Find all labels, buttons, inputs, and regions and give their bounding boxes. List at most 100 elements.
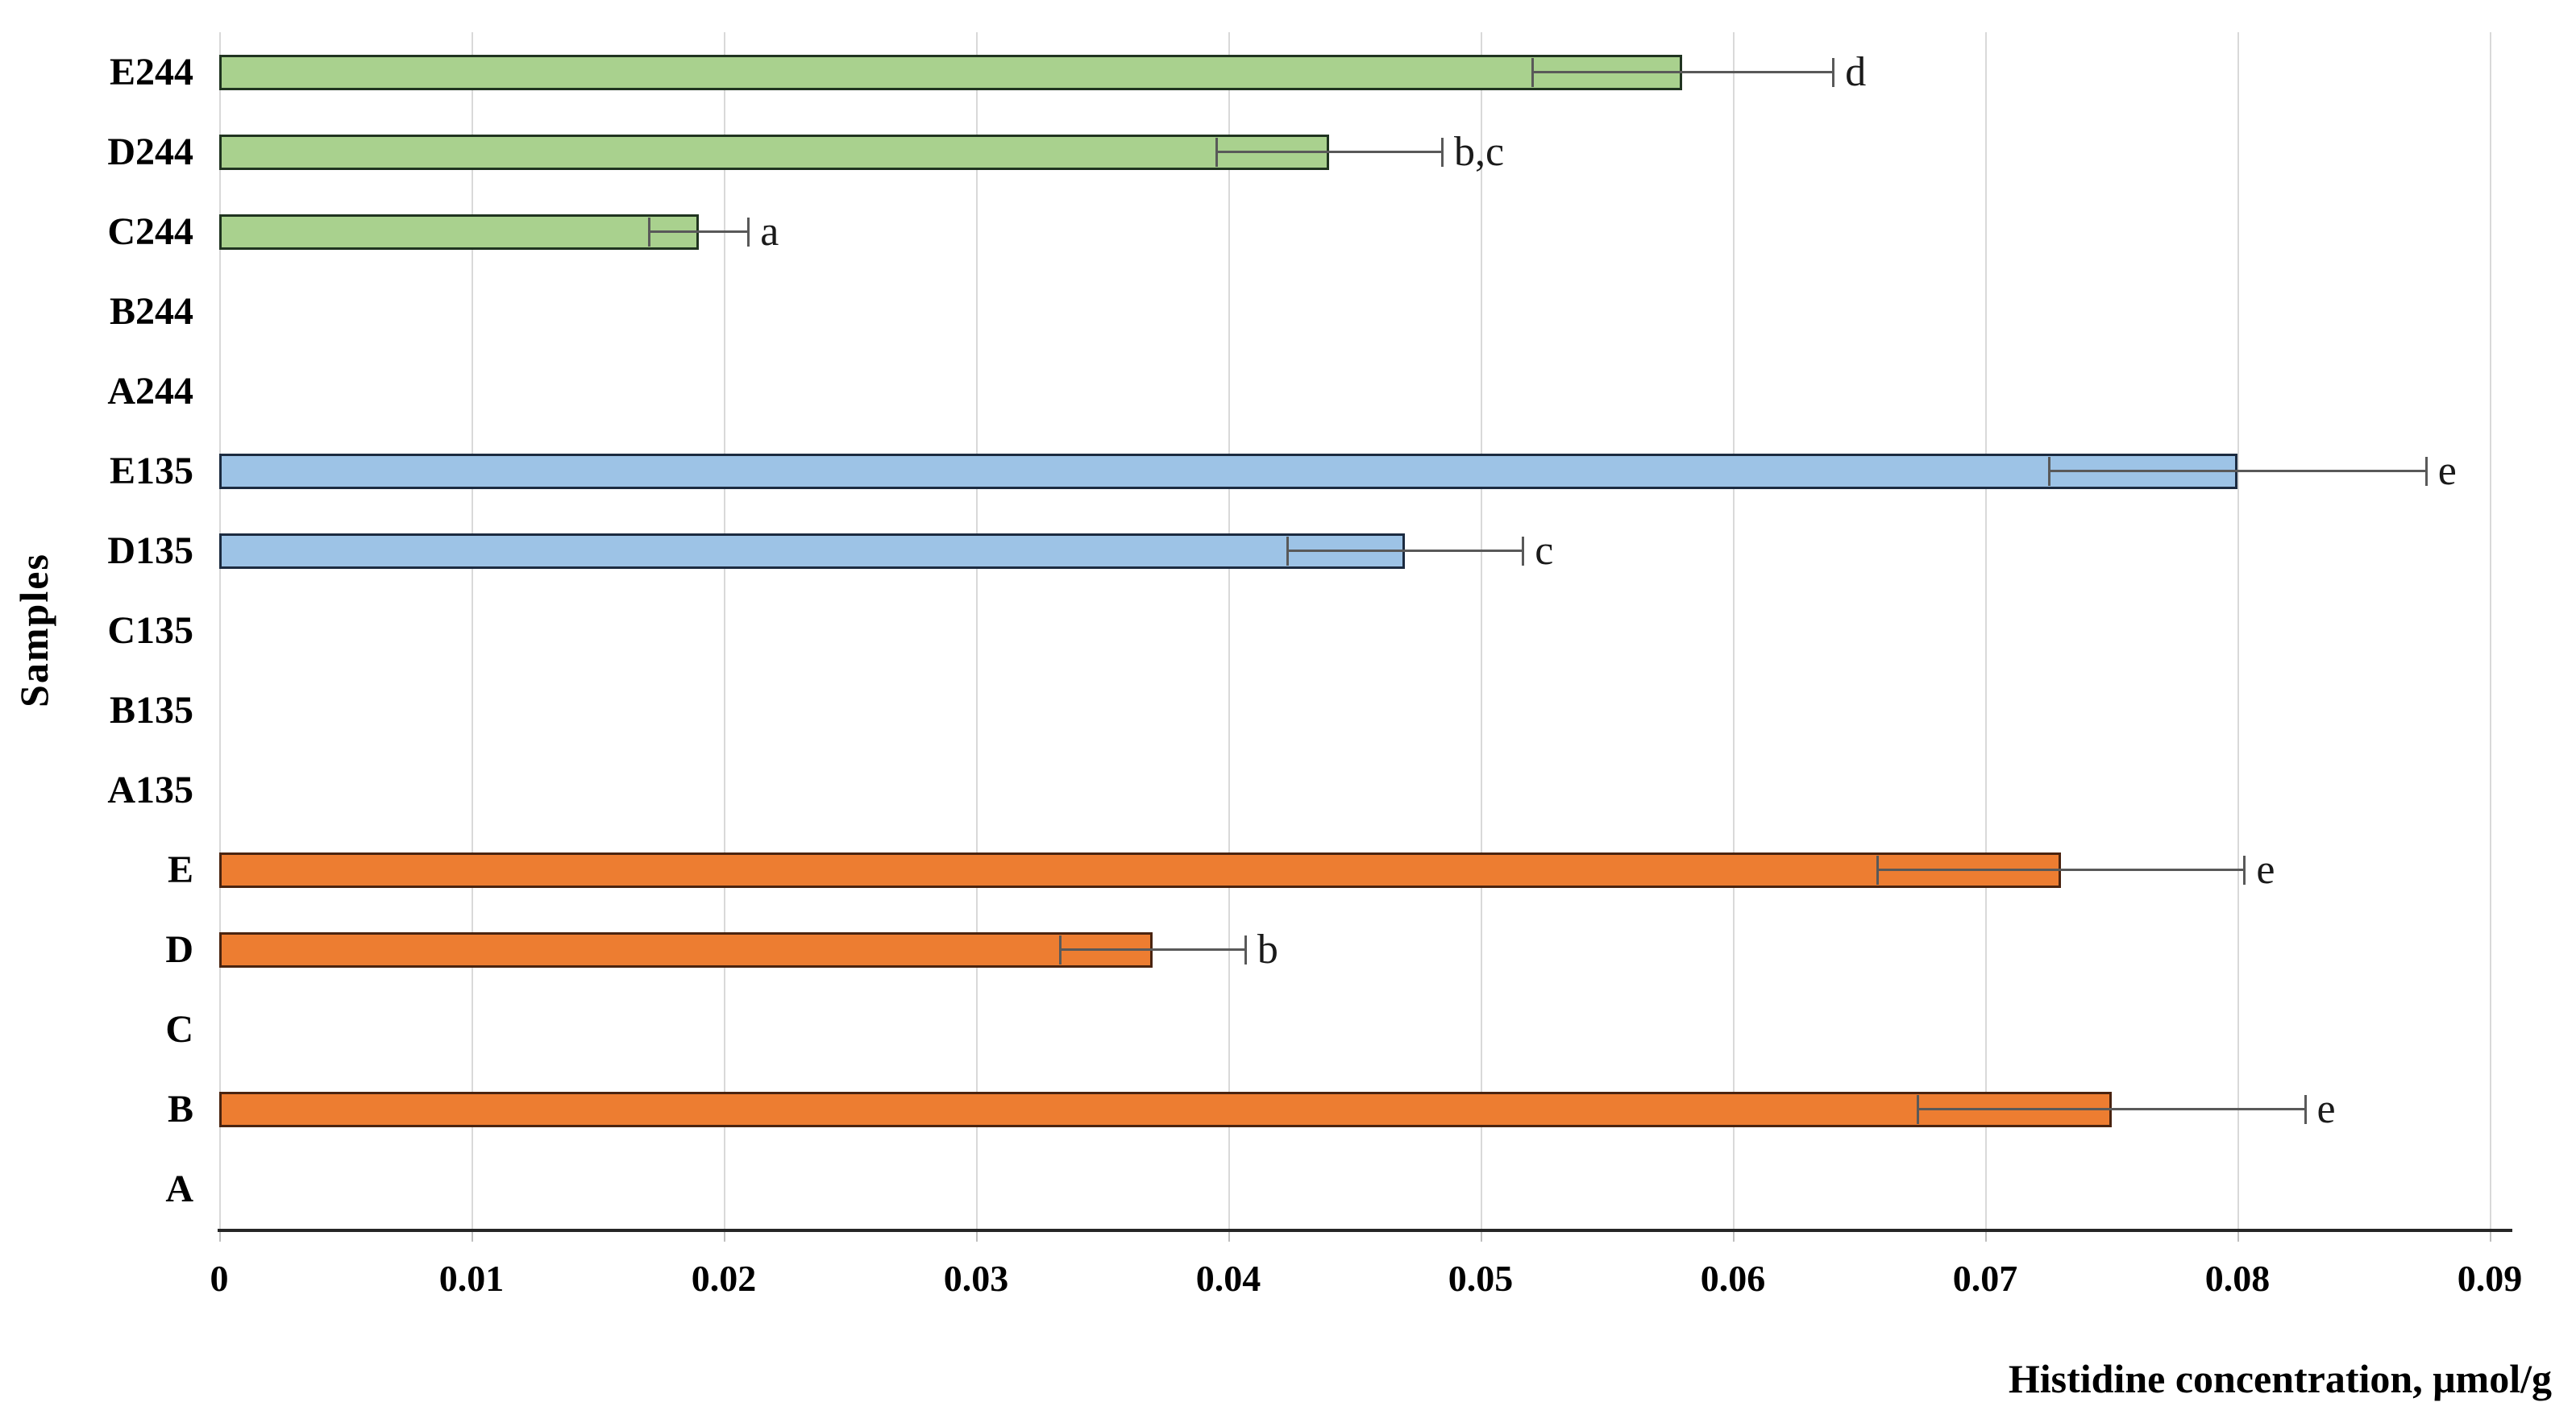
- bar-row-A: [219, 1149, 2512, 1229]
- plot-area: d b,c a e c e b e: [219, 32, 2512, 1229]
- error-cap-left-C244: [648, 217, 651, 247]
- y-category-label-B244: B244: [109, 290, 193, 333]
- x-tick-mark-0: [219, 1232, 221, 1242]
- error-cap-left-D: [1059, 935, 1062, 964]
- bar-E: [219, 852, 2061, 888]
- y-category-label-B: B: [167, 1088, 193, 1130]
- x-tick-mark-0.09: [2490, 1232, 2491, 1242]
- bar-row-E135: e: [219, 431, 2512, 511]
- bar-row-B135: [219, 670, 2512, 750]
- bar-E135: [219, 453, 2237, 489]
- error-bar-B: [1917, 1108, 2306, 1110]
- x-tick-label-0.01: 0.01: [438, 1258, 505, 1299]
- y-category-label-E135: E135: [109, 450, 193, 492]
- sig-label-E: e: [2256, 847, 2275, 893]
- error-bar-D: [1059, 948, 1246, 951]
- error-bar-E244: [1531, 71, 1834, 73]
- error-cap-right-E: [2243, 855, 2246, 885]
- error-cap-left-B: [1917, 1094, 1920, 1124]
- y-category-label-E: E: [167, 848, 193, 891]
- error-cap-left-E: [1876, 855, 1880, 885]
- x-tick-label-0.02: 0.02: [691, 1258, 757, 1299]
- y-category-label-D: D: [165, 928, 193, 971]
- bar-row-D135: c: [219, 511, 2512, 591]
- gridline-0.01: [472, 32, 473, 1229]
- gridline-0.07: [1985, 32, 1987, 1229]
- error-cap-right-D244: [1441, 137, 1444, 167]
- bar-row-C135: [219, 591, 2512, 670]
- error-cap-right-D: [1244, 935, 1247, 964]
- x-tick-mark-0.08: [2237, 1232, 2239, 1242]
- gridline-0.05: [1481, 32, 1482, 1229]
- sig-label-E135: e: [2437, 448, 2457, 494]
- gridline-0.09: [2490, 32, 2491, 1229]
- x-axis-line: [218, 1229, 2512, 1232]
- bar-B: [219, 1091, 2112, 1127]
- y-category-label-C135: C135: [107, 609, 193, 652]
- error-bar-D244: [1215, 151, 1444, 153]
- error-bar-E135: [2048, 470, 2427, 472]
- y-category-label-A244: A244: [107, 370, 193, 413]
- y-category-label-D244: D244: [107, 131, 193, 173]
- x-tick-label-0.09: 0.09: [2457, 1258, 2523, 1299]
- bar-row-C244: a: [219, 192, 2512, 272]
- bar-D: [219, 931, 1153, 968]
- bar-row-B: e: [219, 1069, 2512, 1149]
- y-category-label-C244: C244: [107, 210, 193, 253]
- x-tick-label-0.03: 0.03: [943, 1258, 1009, 1299]
- bar-row-A135: [219, 750, 2512, 830]
- bar-E244: [219, 54, 1683, 90]
- bar-row-E: e: [219, 830, 2512, 910]
- bar-row-D244: b,c: [219, 112, 2512, 192]
- sig-label-D135: c: [1535, 528, 1554, 574]
- error-cap-right-C244: [747, 217, 750, 247]
- x-tick-mark-0.04: [1228, 1232, 1230, 1242]
- error-cap-left-E135: [2048, 456, 2051, 486]
- x-tick-label-0.06: 0.06: [1700, 1258, 1766, 1299]
- x-tick-mark-0.02: [724, 1232, 725, 1242]
- y-category-label-B135: B135: [109, 689, 193, 732]
- y-category-label-E244: E244: [109, 51, 193, 93]
- x-axis-title: Histidine concentration, μmol/g: [2008, 1356, 2552, 1401]
- y-category-label-D135: D135: [107, 529, 193, 572]
- x-tick-label-0.08: 0.08: [2204, 1258, 2271, 1299]
- gridline-0.03: [976, 32, 978, 1229]
- x-tick-mark-0.05: [1481, 1232, 1482, 1242]
- x-tick-mark-0.01: [472, 1232, 473, 1242]
- x-tick-label-0.04: 0.04: [1195, 1258, 1261, 1299]
- error-bar-D135: [1286, 550, 1524, 552]
- error-cap-left-D244: [1215, 137, 1219, 167]
- bar-row-E244: d: [219, 32, 2512, 112]
- x-tick-label-0.07: 0.07: [1952, 1258, 2018, 1299]
- x-tick-label-0.05: 0.05: [1448, 1258, 1514, 1299]
- bar-row-D: b: [219, 910, 2512, 989]
- error-bar-C244: [648, 230, 750, 233]
- sig-label-E244: d: [1845, 49, 1867, 95]
- y-category-label-A: A: [165, 1168, 193, 1210]
- x-tick-mark-0.06: [1733, 1232, 1735, 1242]
- gridline-0.08: [2237, 32, 2239, 1229]
- sig-label-D244: b,c: [1454, 129, 1505, 175]
- y-category-label-C: C: [165, 1008, 193, 1051]
- bar-row-A244: [219, 351, 2512, 431]
- gridline-0: [219, 32, 221, 1229]
- x-tick-label-0: 0: [210, 1258, 229, 1299]
- sig-label-D: b: [1257, 927, 1278, 973]
- error-cap-right-B: [2304, 1094, 2307, 1124]
- sig-label-B: e: [2316, 1086, 2336, 1132]
- bar-C244: [219, 214, 699, 250]
- gridline-0.06: [1733, 32, 1735, 1229]
- sig-label-C244: a: [760, 209, 779, 255]
- error-cap-left-D135: [1286, 536, 1289, 566]
- bar-D135: [219, 533, 1406, 569]
- gridline-0.02: [724, 32, 725, 1229]
- y-category-label-A135: A135: [107, 769, 193, 811]
- error-cap-right-D135: [1522, 536, 1525, 566]
- x-tick-mark-0.03: [976, 1232, 978, 1242]
- bar-row-C: [219, 989, 2512, 1069]
- error-bar-E: [1876, 869, 2246, 871]
- error-cap-left-E244: [1531, 57, 1534, 87]
- x-tick-mark-0.07: [1985, 1232, 1987, 1242]
- error-cap-right-E135: [2424, 456, 2428, 486]
- bar-row-B244: [219, 272, 2512, 351]
